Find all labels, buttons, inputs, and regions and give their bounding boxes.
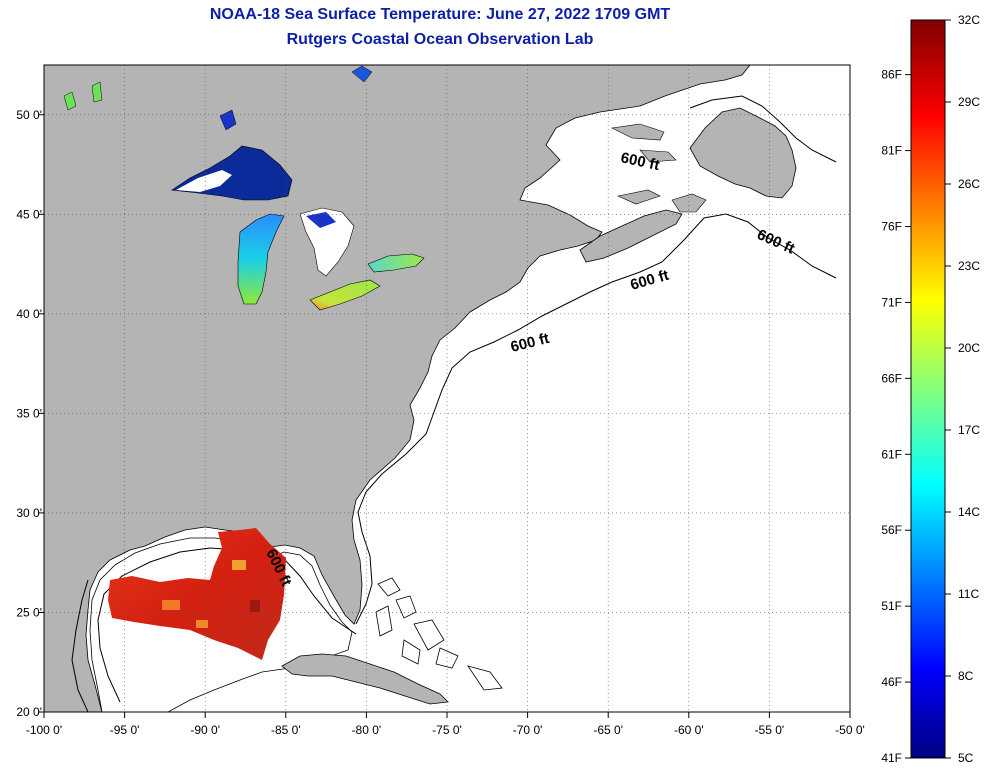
- colorbar-celsius-label: 32C: [958, 13, 980, 27]
- colorbar-celsius-label: 26C: [958, 177, 980, 191]
- lake-michigan: [237, 213, 285, 305]
- land-north-america: [44, 65, 751, 712]
- lake-huron-blue: [306, 212, 336, 228]
- lake-ontario: [367, 253, 425, 273]
- land-newfoundland: [689, 107, 797, 199]
- colorbar-celsius-label: 5C: [958, 751, 974, 765]
- land-bahamas: [375, 577, 503, 691]
- lon-tick-label: -100 0': [26, 723, 62, 737]
- colorbar-fahrenheit-label: 41F: [881, 751, 902, 765]
- lake-erie: [309, 279, 381, 311]
- lon-tick-label: -50 0': [835, 723, 865, 737]
- colorbar-fahrenheit-label: 61F: [881, 447, 902, 461]
- lake-huron: [299, 207, 355, 277]
- land-cape-breton: [671, 193, 707, 213]
- colorbar-celsius-label: 11C: [958, 587, 979, 601]
- lon-tick-label: -90 0': [190, 723, 220, 737]
- map-title: NOAA-18 Sea Surface Temperature: June 27…: [209, 6, 671, 23]
- colorbar-fahrenheit-label: 76F: [881, 220, 902, 234]
- colorbar-celsius-label: 23C: [958, 259, 980, 273]
- lat-tick-label: 40 0': [16, 307, 42, 321]
- lat-tick-label: 20 0': [16, 705, 42, 719]
- colorbar-celsius-label: 29C: [958, 95, 980, 109]
- colorbar-fahrenheit-label: 46F: [881, 675, 902, 689]
- lon-tick-label: -70 0': [513, 723, 543, 737]
- lon-tick-label: -65 0': [593, 723, 623, 737]
- gulf-sst-swath: [108, 528, 286, 660]
- lat-tick-label: 25 0': [16, 605, 42, 619]
- plot-area: 600 ft 600 ft 600 ft 600 ft 600 ft: [44, 65, 850, 712]
- land-nova-scotia: [579, 209, 683, 263]
- longitude-axis: -100 0' -95 0' -90 0' -85 0' -80 0' -75 0' -70…: [26, 712, 865, 737]
- colorbar-fahrenheit-label: 81F: [881, 144, 902, 158]
- lon-tick-label: -75 0': [432, 723, 462, 737]
- colorbar-celsius-label: 20C: [958, 341, 980, 355]
- lon-tick-label: -55 0': [755, 723, 785, 737]
- land-cuba: [281, 653, 449, 705]
- colorbar-fahrenheit-labels: 86F 81F 76F 71F 66F 61F 56F 51F 46F 41F: [881, 68, 911, 765]
- colorbar-fahrenheit-label: 86F: [881, 68, 902, 82]
- colorbar-fahrenheit-label: 66F: [881, 371, 902, 385]
- land-pei: [617, 189, 661, 205]
- map-subtitle: Rutgers Coastal Ocean Observation Lab: [286, 31, 594, 48]
- colorbar-celsius-labels: 32C 29C 26C 23C 20C 17C 14C 11C 8C 5C: [945, 13, 980, 765]
- colorbar-celsius-label: 17C: [958, 423, 980, 437]
- isobath-600ft: [71, 95, 837, 712]
- lat-tick-label: 30 0': [16, 506, 42, 520]
- colorbar-gradient: [910, 19, 946, 759]
- lat-tick-label: 45 0': [16, 207, 42, 221]
- lake-green-north: [63, 91, 77, 111]
- lon-tick-label: -85 0': [271, 723, 301, 737]
- lon-tick-label: -60 0': [674, 723, 704, 737]
- lat-tick-label: 50 0': [16, 108, 42, 122]
- colorbar-celsius-label: 8C: [958, 669, 974, 683]
- colorbar-celsius-label: 14C: [958, 505, 980, 519]
- lat-tick-label: 35 0': [16, 406, 42, 420]
- lon-tick-label: -80 0': [352, 723, 382, 737]
- lon-tick-label: -95 0': [110, 723, 140, 737]
- latitude-axis: 20 0' 25 0' 30 0' 35 0' 40 0' 45 0' 50 0': [16, 108, 44, 719]
- lake-green-north-2: [91, 81, 103, 103]
- land-anticosti: [611, 123, 665, 141]
- colorbar-fahrenheit-label: 71F: [881, 295, 902, 309]
- colorbar-fahrenheit-label: 56F: [881, 523, 902, 537]
- colorbar-fahrenheit-label: 51F: [881, 599, 902, 613]
- lake-hudson-blue: [351, 65, 373, 83]
- land-magdalen: [639, 149, 677, 163]
- lake-superior-clear: [176, 170, 232, 192]
